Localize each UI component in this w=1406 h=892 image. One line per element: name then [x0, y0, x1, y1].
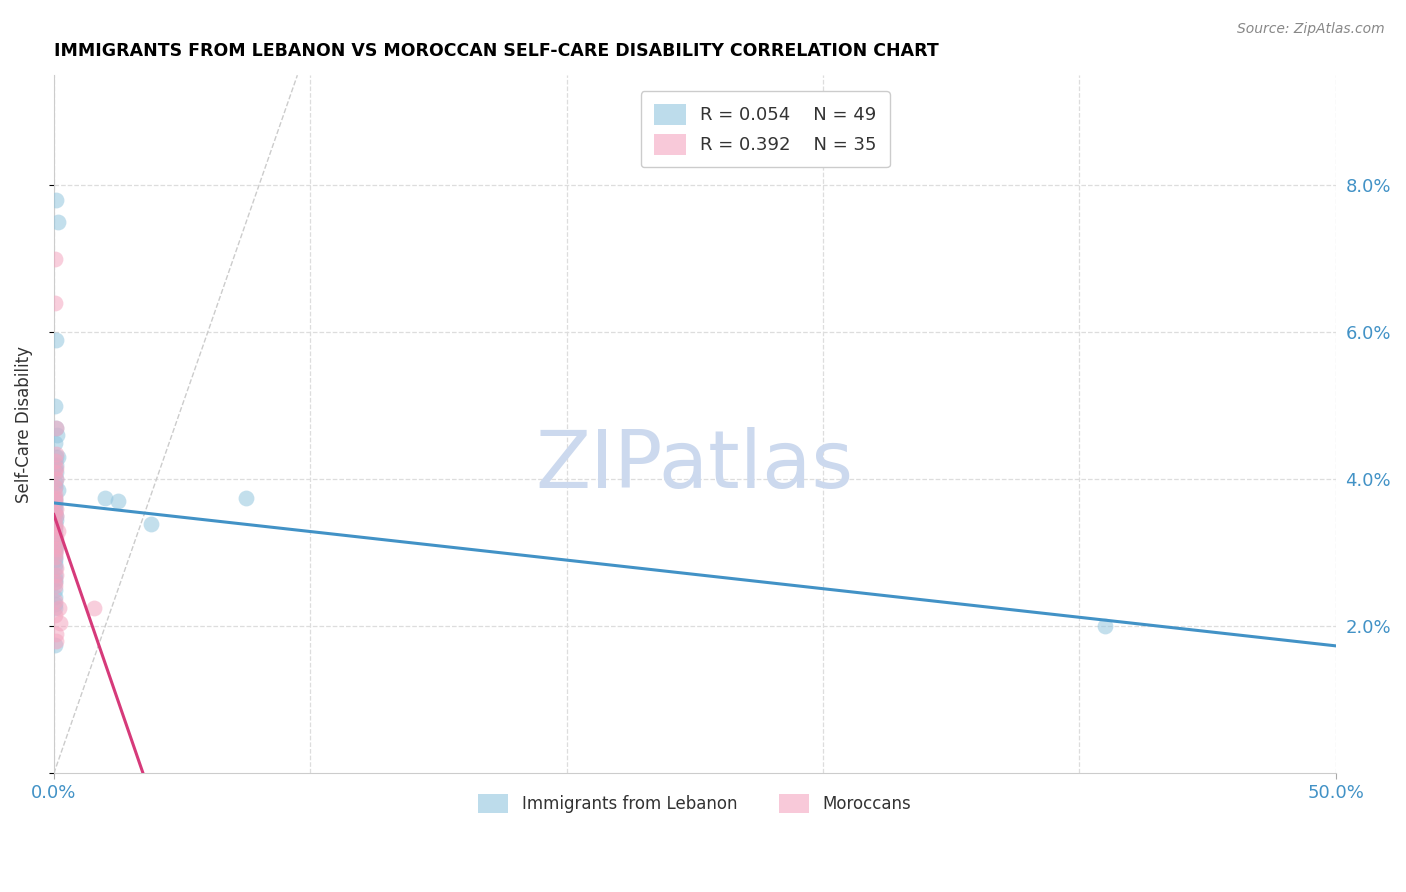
Legend: Immigrants from Lebanon, Moroccans: Immigrants from Lebanon, Moroccans: [467, 782, 922, 824]
Point: [44, 506, 66, 520]
Point: [45, 509, 67, 524]
Point: [44, 516, 66, 531]
Point: [107, 494, 129, 508]
Point: [44, 454, 66, 468]
Point: [45, 333, 67, 347]
Point: [44, 582, 66, 597]
Point: [44, 491, 66, 505]
Point: [44, 494, 66, 508]
Point: [44, 465, 66, 479]
Point: [44, 531, 66, 545]
Point: [45, 447, 67, 461]
Point: [45, 428, 67, 442]
Point: [45, 501, 67, 516]
Point: [1094, 619, 1116, 633]
Point: [44, 553, 66, 567]
Point: [46, 450, 69, 465]
Point: [45, 421, 67, 435]
Point: [235, 491, 257, 505]
Point: [45, 193, 67, 207]
Point: [45, 634, 67, 648]
Point: [44, 590, 66, 604]
Point: [44, 520, 66, 534]
Point: [45, 560, 67, 574]
Point: [45, 472, 67, 486]
Point: [44, 575, 66, 590]
Point: [45, 450, 67, 465]
Point: [45, 513, 67, 527]
Point: [48, 601, 70, 615]
Point: [44, 608, 66, 623]
Point: [44, 593, 66, 607]
Point: [45, 542, 67, 557]
Point: [45, 627, 67, 641]
Point: [44, 498, 66, 512]
Point: [44, 296, 66, 310]
Point: [45, 421, 67, 435]
Point: [46, 215, 69, 229]
Point: [45, 461, 67, 475]
Y-axis label: Self-Care Disability: Self-Care Disability: [15, 346, 32, 503]
Point: [44, 601, 66, 615]
Point: [44, 476, 66, 491]
Point: [44, 494, 66, 508]
Point: [44, 491, 66, 505]
Point: [45, 465, 67, 479]
Point: [141, 516, 163, 531]
Point: [44, 461, 66, 475]
Point: [94, 491, 117, 505]
Point: [44, 527, 66, 541]
Point: [44, 501, 66, 516]
Point: [44, 399, 66, 413]
Point: [44, 527, 66, 541]
Point: [44, 487, 66, 501]
Point: [44, 546, 66, 560]
Point: [44, 252, 66, 266]
Point: [44, 549, 66, 564]
Point: [44, 480, 66, 494]
Point: [44, 598, 66, 612]
Text: ZIPatlas: ZIPatlas: [536, 427, 853, 505]
Point: [44, 539, 66, 553]
Point: [45, 509, 67, 524]
Point: [44, 549, 66, 564]
Point: [44, 480, 66, 494]
Point: [44, 435, 66, 450]
Point: [44, 579, 66, 593]
Text: IMMIGRANTS FROM LEBANON VS MOROCCAN SELF-CARE DISABILITY CORRELATION CHART: IMMIGRANTS FROM LEBANON VS MOROCCAN SELF…: [53, 42, 939, 60]
Point: [45, 568, 67, 582]
Point: [49, 615, 72, 630]
Point: [44, 572, 66, 586]
Point: [44, 557, 66, 571]
Point: [44, 638, 66, 652]
Text: Source: ZipAtlas.com: Source: ZipAtlas.com: [1237, 22, 1385, 37]
Point: [44, 535, 66, 549]
Point: [45, 458, 67, 472]
Point: [46, 483, 69, 498]
Point: [44, 546, 66, 560]
Point: [44, 520, 66, 534]
Point: [44, 524, 66, 538]
Point: [44, 506, 66, 520]
Point: [44, 560, 66, 574]
Point: [46, 524, 69, 538]
Point: [45, 531, 67, 545]
Point: [44, 575, 66, 590]
Point: [44, 542, 66, 557]
Point: [45, 472, 67, 486]
Point: [44, 568, 66, 582]
Point: [44, 516, 66, 531]
Point: [83, 601, 105, 615]
Point: [45, 539, 67, 553]
